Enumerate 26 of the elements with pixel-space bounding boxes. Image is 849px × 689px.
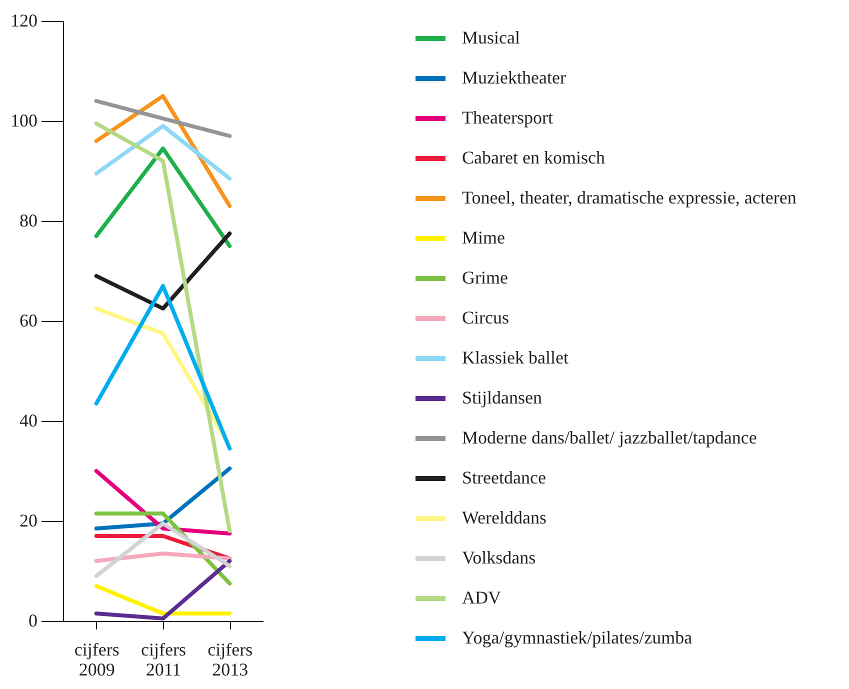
legend-label: Toneel, theater, dramatische expressie, acteren [462, 188, 796, 208]
y-tick-label: 20 [20, 510, 38, 530]
legend-label: Volksdans [462, 548, 536, 568]
legend-label: Cabaret en komisch [462, 148, 605, 168]
legend-label: Mime [462, 228, 506, 248]
y-tick-label: 80 [20, 210, 38, 230]
y-tick-label: 120 [10, 10, 38, 30]
x-tick-label: cijfers 2013 [208, 640, 253, 680]
legend-label: Stijldansen [462, 388, 542, 408]
legend-label: Streetdance [462, 468, 546, 488]
legend-label: Muziektheater [462, 68, 566, 88]
legend-label: Werelddans [462, 508, 547, 528]
legend-label: Theatersport [462, 108, 553, 128]
legend-label: Musical [462, 28, 520, 48]
y-tick-label: 60 [20, 310, 38, 330]
y-tick-label: 100 [10, 110, 38, 130]
legend-label: Moderne dans/ballet/ jazzballet/tapdance [462, 428, 757, 448]
x-tick-label: cijfers 2009 [74, 640, 120, 680]
x-tick-label: cijfers 2011 [141, 640, 186, 680]
legend-label: Yoga/gymnastiek/pilates/zumba [462, 628, 692, 648]
legend-label: Klassiek ballet [462, 348, 568, 368]
y-tick-label: 40 [20, 410, 38, 430]
y-tick-label: 0 [28, 610, 38, 630]
legend-label: ADV [462, 588, 501, 608]
legend-label: Grime [462, 268, 508, 288]
legend-label: Circus [462, 308, 509, 328]
